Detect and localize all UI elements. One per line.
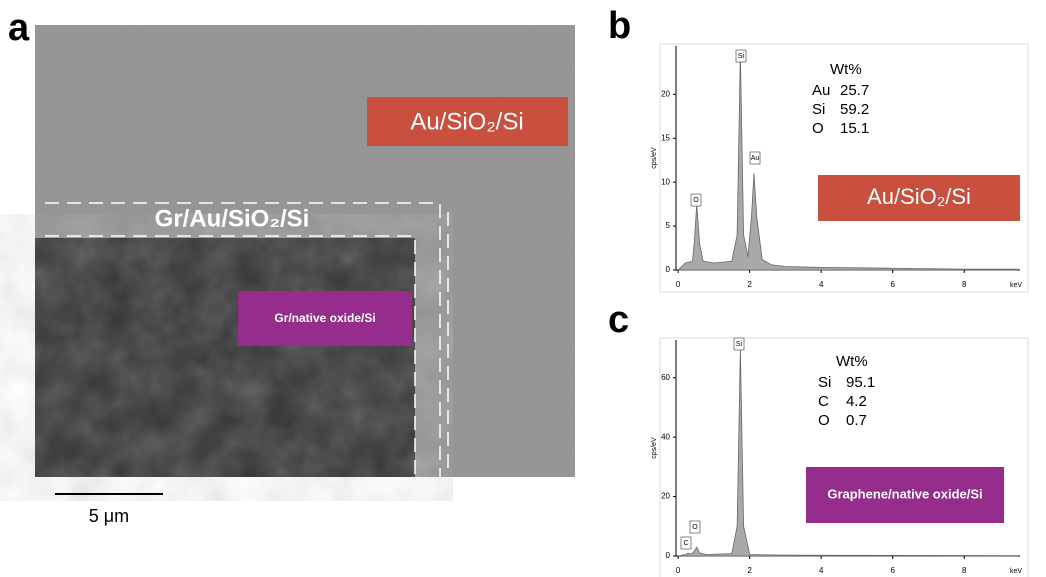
composition-cell: 0.7 [846,412,867,429]
composition-cell: Si [812,101,825,118]
composition-cell: 15.1 [840,120,869,137]
peak-label-box [733,337,745,351]
sample-label: Au/SiO₂/Si [867,184,971,209]
dashed-border [45,202,441,477]
panel-label: b [608,5,631,47]
x-tick-label: 4 [819,280,824,289]
peak-label-box [690,193,702,207]
y-tick-label: 15 [661,133,670,142]
x-tick-label: 0 [676,280,681,289]
y-tick-label: 20 [661,492,670,501]
peak-label: O [692,524,698,531]
y-tick-label: 5 [666,221,671,230]
peak-label: C [683,540,688,547]
y-tick-label: 0 [666,265,671,274]
peak-label: Si [738,53,745,60]
sample-box [818,175,1020,221]
x-tick-label: 2 [747,566,752,575]
peak-label: Au [751,155,760,162]
composition-title: Wt% [830,61,862,78]
spectrum [678,348,1019,557]
x-axis-label: keV [1010,282,1022,289]
composition-cell: 59.2 [840,101,869,118]
chart-frame [659,43,1029,293]
peak-label-box [689,520,701,534]
x-tick-label: 6 [890,280,895,289]
region-box [238,291,412,346]
composition-cell: Si [818,374,831,391]
x-tick-label: 4 [819,566,824,575]
y-tick-label: 60 [661,373,670,382]
region-box [367,97,568,146]
peak-label: O [693,197,699,204]
composition-cell: 95.1 [846,374,875,391]
peak-label-box [735,49,747,63]
x-tick-label: 8 [962,566,967,575]
y-tick-label: 0 [666,551,671,560]
y-tick-label: 10 [661,177,670,186]
peak-label-box [680,536,692,550]
chart-frame [659,337,1029,577]
sample-label: Graphene/native oxide/Si [827,486,982,501]
x-tick-label: 0 [676,566,681,575]
peak-label-box [749,151,761,165]
composition-cell: O [818,412,830,429]
panel-label: a [8,7,30,49]
y-axis-label: cps/eV [651,147,658,169]
x-axis-label: keV [1010,568,1022,575]
y-tick-label: 40 [661,432,670,441]
composition-cell: O [812,120,824,137]
composition-cell: 25.7 [840,82,869,99]
region-label: Gr/Au/SiO₂/Si [155,205,310,232]
composition-cell: 4.2 [846,393,867,410]
panel-label: c [608,299,629,341]
x-tick-label: 2 [747,280,752,289]
x-tick-label: 8 [962,280,967,289]
sample-box [806,467,1004,523]
y-axis-label: cps/eV [651,437,658,459]
composition-cell: C [818,393,829,410]
dark-texture [35,238,415,477]
x-tick-label: 6 [890,566,895,575]
scale-label: 5 μm [89,506,129,526]
composition-cell: Au [812,82,830,99]
y-tick-label: 20 [661,89,670,98]
composition-title: Wt% [836,353,868,370]
region-label: Au/SiO₂/Si [410,108,523,135]
region-label: Gr/native oxide/Si [274,311,375,325]
peak-label: Si [736,341,743,348]
